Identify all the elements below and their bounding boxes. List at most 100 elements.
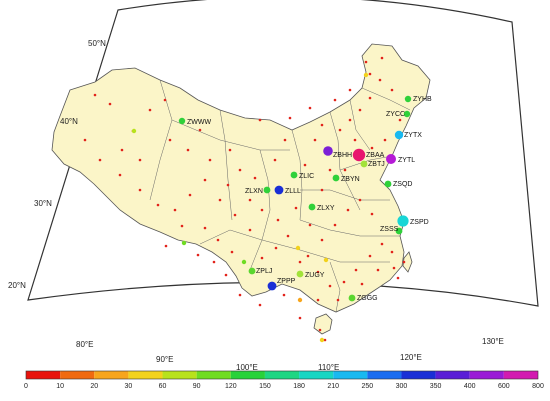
island-taiwan bbox=[402, 251, 413, 273]
small-station-dot bbox=[343, 168, 347, 172]
small-station-dot bbox=[224, 273, 228, 277]
small-station-dot bbox=[163, 98, 167, 102]
small-station-dot bbox=[378, 78, 382, 82]
small-station-dot bbox=[173, 208, 177, 212]
small-station-dot bbox=[402, 260, 406, 264]
station-label: ZBHH bbox=[333, 152, 352, 159]
colorbar-segment bbox=[60, 371, 95, 379]
small-station-dot bbox=[360, 282, 364, 286]
small-station-dot bbox=[83, 138, 87, 142]
small-station-dot bbox=[308, 106, 312, 110]
small-station-dot bbox=[380, 242, 384, 246]
station-label: ZLIC bbox=[299, 173, 314, 180]
small-station-dot bbox=[216, 238, 220, 242]
small-station-dot bbox=[316, 298, 320, 302]
station-labels: ZWWW ZYHB ZYCC ZYTX ZBHH ZBAA ZBTJ ZYTL … bbox=[187, 96, 432, 302]
station-marker bbox=[296, 270, 304, 278]
small-station-dot bbox=[164, 244, 168, 248]
station-marker bbox=[248, 267, 256, 275]
small-station-dot bbox=[303, 163, 307, 167]
small-station-dot bbox=[286, 234, 290, 238]
station-marker bbox=[360, 160, 368, 168]
small-station-dot bbox=[320, 238, 324, 242]
station-dot bbox=[297, 297, 303, 303]
small-station-dot bbox=[338, 128, 342, 132]
colorbar-segment bbox=[435, 371, 470, 379]
small-station-dot bbox=[383, 138, 387, 142]
small-station-dot bbox=[248, 198, 252, 202]
small-station-dot bbox=[108, 102, 112, 106]
small-station-dot bbox=[370, 146, 374, 150]
lat-label: 50°N bbox=[88, 39, 106, 48]
station-label: ZYHB bbox=[413, 96, 432, 103]
small-station-dot bbox=[342, 280, 346, 284]
station-dot bbox=[295, 245, 301, 251]
station-marker bbox=[397, 215, 409, 227]
lon-label: 80°E bbox=[76, 340, 93, 349]
small-station-dot bbox=[282, 293, 286, 297]
colorbar-segment bbox=[128, 371, 163, 379]
small-station-dot bbox=[288, 116, 292, 120]
small-station-dot bbox=[260, 208, 264, 212]
lon-label: 120°E bbox=[400, 353, 422, 362]
lon-label: 130°E bbox=[482, 337, 504, 346]
small-station-dot bbox=[120, 148, 124, 152]
station-markers bbox=[178, 95, 412, 302]
small-station-dot bbox=[298, 260, 302, 264]
station-label: ZSQD bbox=[393, 181, 412, 188]
small-station-dot bbox=[358, 108, 362, 112]
small-station-dot bbox=[313, 138, 317, 142]
colorbar-tick-label: 800 bbox=[532, 383, 544, 390]
colorbar-tick-label: 250 bbox=[361, 383, 373, 390]
station-label: ZBTJ bbox=[368, 161, 385, 168]
small-station-dot bbox=[238, 293, 242, 297]
small-station-dot bbox=[328, 168, 332, 172]
graticule-labels: 50°N 40°N 30°N 20°N 80°E 90°E 100°E 110°… bbox=[8, 39, 504, 372]
station-label: ZYTL bbox=[398, 157, 415, 164]
small-station-dot bbox=[380, 56, 384, 60]
colorbar-segment bbox=[162, 371, 197, 379]
colorbar-tick-label: 20 bbox=[90, 383, 98, 390]
small-station-dot bbox=[203, 178, 207, 182]
station-marker bbox=[403, 110, 411, 118]
station-marker bbox=[267, 281, 277, 291]
small-station-dot bbox=[186, 148, 190, 152]
small-station-dot bbox=[118, 173, 122, 177]
colorbar-tick-label: 350 bbox=[430, 383, 442, 390]
lon-label: 90°E bbox=[156, 355, 173, 364]
station-marker bbox=[274, 185, 284, 195]
colorbar-segment bbox=[26, 371, 61, 379]
small-station-dot bbox=[316, 270, 320, 274]
small-station-dot bbox=[396, 276, 400, 280]
small-station-dot bbox=[212, 260, 216, 264]
small-station-dot bbox=[390, 250, 394, 254]
small-station-dot bbox=[370, 212, 374, 216]
station-marker bbox=[386, 154, 396, 164]
colorbar-segment bbox=[196, 371, 231, 379]
colorbar-tick-label: 210 bbox=[327, 383, 339, 390]
small-station-dot bbox=[274, 246, 278, 250]
station-marker bbox=[352, 148, 366, 162]
small-station-dot bbox=[180, 224, 184, 228]
small-station-dot bbox=[376, 268, 380, 272]
colorbar-tick-label: 90 bbox=[193, 383, 201, 390]
station-label: ZSSS bbox=[380, 226, 399, 233]
station-label: ZGGG bbox=[357, 295, 378, 302]
station-marker bbox=[332, 174, 340, 182]
station-marker bbox=[178, 117, 186, 125]
small-station-dot bbox=[368, 72, 372, 76]
small-station-dot bbox=[260, 256, 264, 260]
station-marker bbox=[323, 146, 333, 156]
colorbar-segment bbox=[401, 371, 436, 379]
station-label: ZBYN bbox=[341, 176, 360, 183]
small-station-dot bbox=[138, 188, 142, 192]
small-station-dot bbox=[353, 138, 357, 142]
small-station-dot bbox=[238, 168, 242, 172]
small-station-dot bbox=[348, 118, 352, 122]
small-station-dot bbox=[283, 138, 287, 142]
station-marker bbox=[404, 95, 412, 103]
colorbar-tick-label: 150 bbox=[259, 383, 271, 390]
station-marker bbox=[290, 171, 298, 179]
station-label: ZSPD bbox=[410, 219, 429, 226]
